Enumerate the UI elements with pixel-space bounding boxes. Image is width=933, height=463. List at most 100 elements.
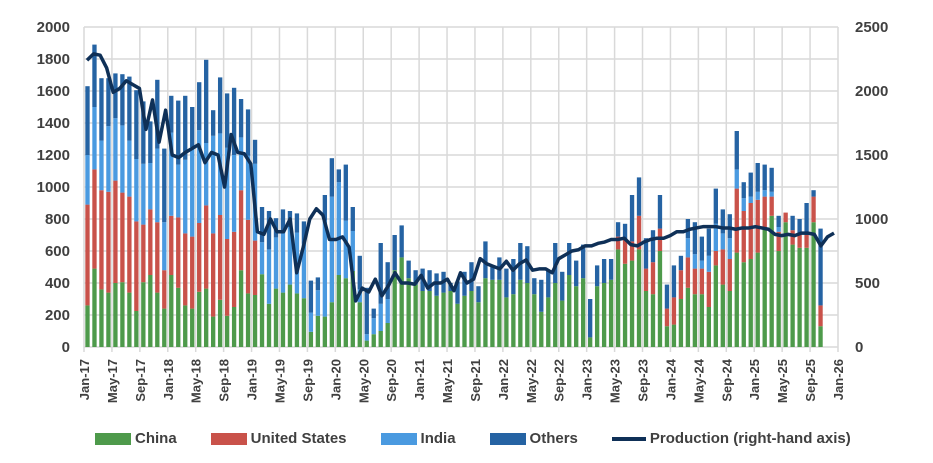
bar-india	[113, 118, 118, 181]
bar-others	[204, 59, 209, 143]
bar-india	[224, 147, 230, 239]
bar-india	[364, 334, 369, 341]
bar-china	[162, 308, 167, 347]
bar-india	[713, 223, 718, 251]
bar-india	[280, 231, 286, 293]
bar-china	[532, 294, 537, 347]
bar-others	[629, 195, 635, 242]
bar-china	[783, 222, 788, 347]
line-layer	[85, 52, 835, 303]
bar-others	[650, 230, 656, 263]
bar-china	[441, 292, 446, 347]
bar-others	[224, 93, 230, 148]
bar-china	[790, 244, 795, 347]
x-axis-tick-label: Jan-17	[77, 359, 92, 400]
bar-china	[615, 249, 621, 347]
x-axis-tick-label: May-25	[775, 359, 790, 403]
bar-others	[748, 172, 753, 197]
bar-united-states	[204, 205, 209, 289]
bar-united-states	[797, 233, 802, 248]
x-axis-tick-label: Sep-18	[217, 359, 232, 402]
bar-china	[197, 291, 202, 347]
bar-others	[141, 101, 146, 164]
bar-united-states	[678, 270, 684, 299]
bar-india	[755, 191, 760, 200]
bar-others	[811, 190, 816, 197]
bar-others	[734, 131, 739, 170]
bar-china	[141, 282, 146, 347]
bar-china	[183, 305, 188, 347]
bar-india	[685, 238, 691, 258]
bar-india	[343, 220, 348, 279]
left-axis-tick-label: 1200	[37, 147, 70, 164]
bar-china	[797, 247, 802, 347]
legend-item-others: Others	[489, 430, 578, 447]
bar-india	[720, 233, 725, 250]
bar-china	[99, 289, 104, 347]
bar-china	[594, 286, 600, 347]
bar-india	[210, 135, 216, 234]
bar-others	[399, 225, 404, 258]
bar-china	[455, 303, 460, 347]
bar-others	[657, 195, 663, 229]
bar-china	[811, 222, 816, 347]
bar-china	[727, 291, 732, 347]
bar-united-states	[252, 240, 258, 295]
bar-others	[266, 211, 272, 250]
bar-others	[804, 203, 809, 235]
bar-united-states	[811, 196, 816, 223]
bar-others	[713, 188, 718, 224]
x-axis-tick-label: May-23	[608, 359, 623, 403]
bar-others	[546, 270, 551, 298]
x-axis-tick-label: May-24	[691, 358, 706, 403]
bar-united-states	[231, 231, 237, 307]
bar-china	[280, 292, 286, 347]
x-axis-tick-label: May-22	[524, 359, 539, 403]
bar-china	[392, 270, 397, 347]
bar-china	[252, 295, 258, 347]
bar-others	[490, 265, 495, 280]
bar-china	[259, 274, 265, 347]
bar-china	[546, 297, 551, 347]
bar-india	[322, 220, 328, 317]
bar-india	[155, 148, 160, 223]
bar-others	[148, 121, 153, 163]
bar-china	[308, 331, 314, 347]
bar-india	[238, 137, 244, 191]
right-axis-tick-label: 2500	[855, 19, 888, 36]
bar-united-states	[685, 257, 691, 288]
right-axis-tick-label: 2000	[855, 83, 888, 100]
x-axis-tick-label: Jan-24	[663, 358, 678, 400]
bar-united-states	[183, 233, 188, 306]
bar-china	[818, 326, 823, 347]
bar-china	[245, 293, 251, 347]
bar-china	[622, 263, 628, 347]
bar-india	[169, 132, 174, 216]
left-axis-tick-label: 1800	[37, 51, 70, 68]
bar-china	[406, 278, 411, 347]
bar-china	[629, 260, 635, 347]
bar-china	[713, 265, 718, 347]
legend-item-india: India	[380, 430, 456, 447]
bar-united-states	[776, 231, 781, 251]
bar-india	[120, 125, 125, 193]
bar-china	[769, 215, 774, 347]
bar-united-states	[762, 196, 767, 227]
bar-india	[204, 143, 209, 206]
bar-others	[427, 270, 432, 291]
bar-united-states	[217, 215, 223, 300]
bar-united-states	[734, 188, 739, 253]
bar-others	[134, 90, 139, 159]
bar-united-states	[748, 203, 753, 259]
bar-others	[692, 222, 698, 255]
bar-china	[762, 227, 767, 347]
bar-china	[134, 311, 139, 347]
bar-others	[643, 238, 649, 269]
bar-china	[525, 283, 530, 347]
bar-india	[769, 191, 774, 197]
x-axis-tick-label: Sep-21	[468, 359, 483, 402]
bar-china	[650, 294, 656, 347]
production-line	[85, 52, 835, 303]
bar-china	[504, 297, 509, 347]
bar-india	[183, 159, 188, 234]
